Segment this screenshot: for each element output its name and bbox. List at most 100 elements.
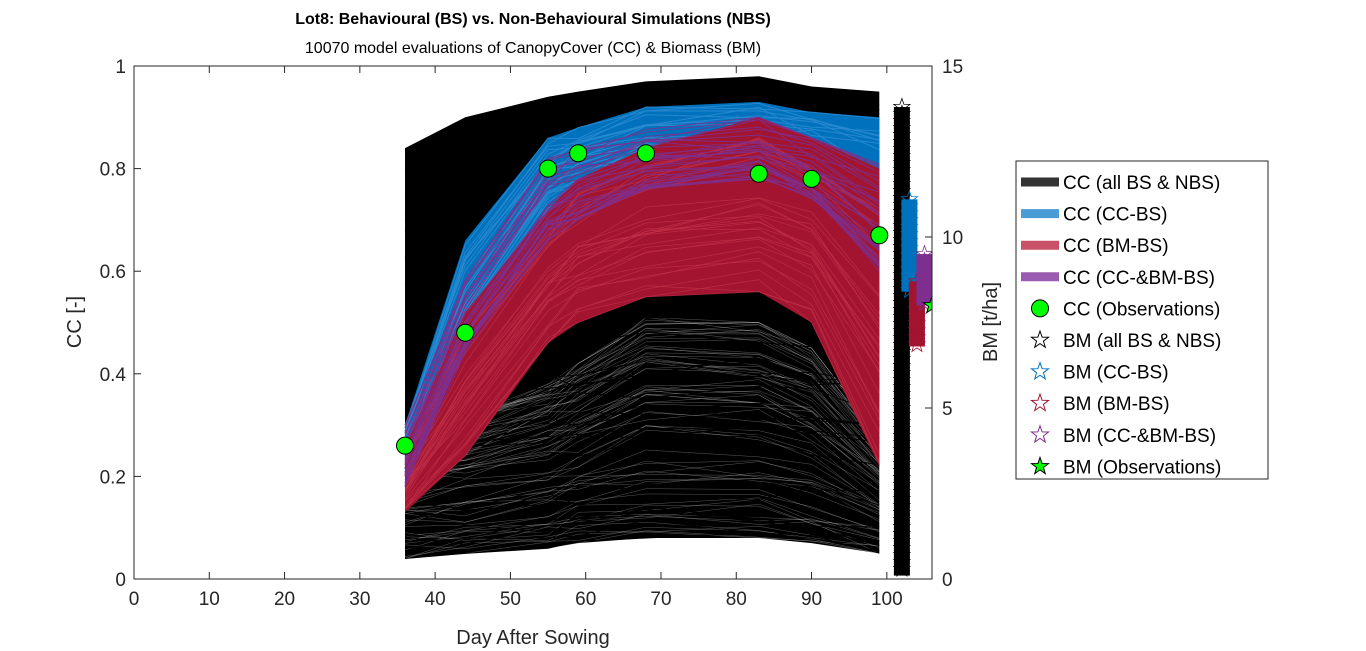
cc-ccbmbs-lines-line — [404, 175, 880, 480]
cc-all-sparse-lines-line — [404, 425, 880, 501]
y-left-tick-label: 0.6 — [100, 262, 126, 283]
bm-bmbs-markers-star — [907, 320, 927, 339]
cc-all-sparse-lines-line — [404, 425, 880, 503]
y-axis-right-label: BM [t/ha] — [980, 282, 1002, 362]
x-tick-label: 60 — [575, 589, 596, 610]
cc-bmbs-lines-line — [404, 251, 880, 501]
bm-ccbs-markers-star — [900, 231, 919, 250]
cc-observation-point — [569, 144, 588, 163]
cc-ccbmbs-lines-line — [404, 164, 880, 465]
bm-all-markers-star — [892, 111, 912, 129]
cc-all-sparse-lines-line — [404, 472, 880, 523]
legend-item: CC (Observations) — [1031, 299, 1220, 320]
cc-all-sparse-lines-line — [404, 394, 880, 479]
cc-bmbs-lines-line — [404, 197, 880, 485]
x-tick-label: 50 — [500, 589, 521, 610]
cc-bmbs-lines-line — [404, 236, 880, 498]
cc-all-lines-line — [404, 83, 880, 152]
cc-all-sparse-lines-line — [404, 390, 880, 476]
bm-all-markers-star — [892, 314, 912, 332]
bm-all-markers-star — [892, 293, 912, 311]
cc-all-sparse-lines-line — [404, 384, 880, 463]
cc-all-sparse-lines-line — [404, 504, 880, 542]
bm-all-markers-star — [892, 321, 912, 339]
bm-ccbmbs-markers-star — [915, 244, 932, 262]
bm-all-markers-star — [892, 433, 912, 451]
cc-ccbmbs-lines-line — [404, 144, 880, 461]
bm-all-markers-star — [892, 167, 912, 185]
y-axis-left-label: CC [-] — [64, 296, 86, 348]
bm-ccbmbs-markers-star — [915, 251, 932, 269]
bm-ccbmbs-markers-star — [915, 286, 932, 304]
bm-all-markers-star — [892, 552, 912, 570]
bm-ccbs-markers-star — [900, 196, 919, 215]
cc-ccbs-band — [405, 101, 880, 477]
bm-all-markers-star — [892, 398, 912, 416]
cc-all-sparse-lines-line — [405, 478, 880, 511]
legend-swatch-star — [1029, 329, 1051, 349]
y-left-tick-label: 0.4 — [100, 365, 127, 386]
legend-label: BM (all BS & NBS) — [1063, 331, 1221, 352]
cc-ccbmbs-lines-line — [404, 155, 880, 464]
bm-bmbs-markers-star — [907, 299, 927, 318]
bm-ccbs-markers — [900, 189, 919, 299]
cc-all-lines-line — [404, 94, 880, 164]
cc-all-sparse-lines-line — [404, 497, 880, 544]
bm-all-markers-star — [892, 475, 912, 493]
cc-all-sparse-lines-line — [404, 460, 880, 523]
cc-observation-point — [636, 144, 655, 163]
y-left-tick-label: 1 — [115, 57, 126, 78]
cc-all-lines-line — [405, 487, 880, 519]
bm-ccbmbs-markers — [915, 244, 932, 311]
cc-all-lines-line — [404, 485, 880, 519]
cc-all-lines-line — [405, 403, 880, 445]
cc-all-sparse-lines-line — [404, 402, 880, 482]
bm-all-markers-star — [892, 356, 912, 374]
bm-ccbs-markers-star — [900, 252, 919, 271]
cc-all-sparse-lines-line — [404, 388, 880, 475]
cc-all-sparse-lines-line — [404, 461, 880, 510]
bm-all-markers-star — [892, 468, 912, 486]
bm-all-markers-star — [892, 307, 912, 325]
cc-all-sparse-lines-line — [404, 386, 880, 476]
bm-bmbs-markers-star — [907, 334, 927, 353]
y-right-tick-label: 10 — [942, 228, 963, 249]
x-axis-label: Day After Sowing — [456, 627, 609, 649]
cc-ccbmbs-lines-line — [404, 142, 880, 459]
bm-all-markers-star — [892, 461, 912, 479]
y-right-tick-label: 0 — [942, 570, 953, 591]
cc-ccbmbs-lines — [404, 116, 880, 487]
cc-observation-point — [539, 159, 558, 178]
cc-all-sparse-lines-line — [404, 460, 880, 510]
legend-label: BM (CC-BS) — [1063, 363, 1169, 384]
cc-all-sparse-lines-line — [404, 394, 880, 478]
cc-bmbs-lines-line — [404, 291, 880, 508]
bm-all-markers-star — [892, 447, 912, 465]
bm-all-markers-star — [892, 363, 912, 381]
bm-bmbs-markers-star — [907, 327, 927, 346]
cc-all-sparse-lines-line — [404, 470, 880, 517]
cc-bmbs-lines-line — [404, 213, 880, 471]
bm-all-markers-star — [892, 97, 912, 115]
bm-all-markers-star — [892, 503, 912, 521]
cc-ccbmbs-lines-line — [404, 146, 880, 460]
cc-observation-point — [749, 164, 768, 183]
x-tick-label: 80 — [726, 589, 747, 610]
cc-all-sparse-lines-line — [404, 412, 880, 492]
bm-all-markers-star — [892, 300, 912, 318]
legend-label: BM (Observations) — [1063, 457, 1221, 478]
cc-all-lines-line — [404, 532, 880, 559]
cc-bmbs-lines-line — [404, 216, 880, 487]
bm-ccbmbs-markers-star — [915, 265, 932, 283]
cc-all-lines-line — [404, 478, 880, 510]
cc-bmbs-lines-line — [404, 238, 880, 483]
cc-all-sparse-lines-line — [404, 449, 880, 514]
bm-all-markers-star — [892, 335, 912, 353]
legend-label: CC (all BS & NBS) — [1063, 173, 1220, 194]
cc-all-sparse-lines-line — [404, 531, 880, 559]
bm-ccbs-markers-star — [900, 189, 919, 208]
cc-all-sparse-lines-line — [404, 513, 880, 551]
legend-swatch-star — [1029, 392, 1051, 412]
cc-ccbs-lines-line — [404, 106, 880, 432]
